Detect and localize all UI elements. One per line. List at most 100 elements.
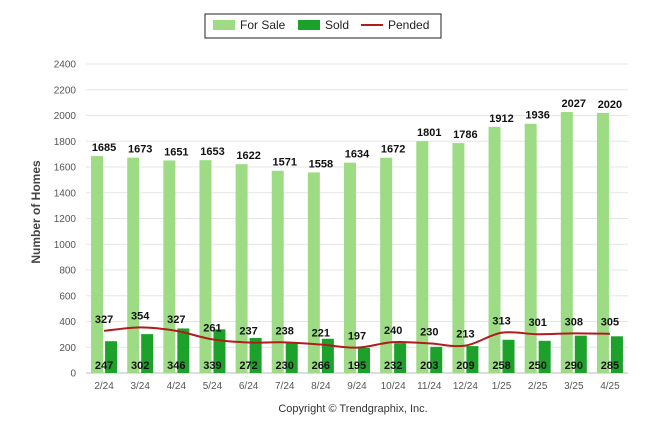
legend-label-sold: Sold — [325, 18, 349, 32]
data-label-sold: 195 — [348, 360, 366, 372]
x-tick-label: 10/24 — [381, 381, 406, 392]
bar-sold — [177, 328, 190, 373]
y-tick-label: 2200 — [54, 85, 77, 96]
data-label-for-sale: 1673 — [128, 144, 152, 156]
data-label-pended: 238 — [276, 325, 294, 337]
x-tick-label: 9/24 — [347, 381, 367, 392]
data-label-sold: 232 — [384, 360, 402, 372]
data-label-sold: 230 — [276, 360, 294, 372]
y-tick-label: 1600 — [54, 163, 77, 174]
bar-for-sale — [416, 141, 429, 373]
x-tick-label: 11/24 — [417, 381, 442, 392]
x-tick-labels: 2/24 3/24 4/24 5/24 6/24 7/24 8/24 9/24 10/24 11/… — [94, 381, 620, 392]
y-tick-label: 0 — [70, 369, 76, 380]
x-tick-label: 8/24 — [311, 381, 331, 392]
data-label-sold: 339 — [203, 360, 221, 372]
data-label-sold: 302 — [131, 360, 149, 372]
data-label-for-sale: 1912 — [489, 113, 513, 125]
bar-for-sale — [271, 170, 284, 373]
data-label-pended: 354 — [131, 310, 150, 322]
data-label-for-sale: 1685 — [92, 142, 116, 154]
pended-line — [103, 326, 610, 349]
bar-for-sale — [596, 112, 609, 374]
data-label-pended: 237 — [239, 325, 257, 337]
bar-for-sale — [199, 160, 212, 373]
data-label-pended: 308 — [565, 316, 583, 328]
bar-sold — [321, 338, 334, 373]
y-tick-label: 600 — [59, 291, 76, 302]
pended-series-line — [103, 326, 610, 349]
bar-sold — [538, 340, 551, 373]
data-label-pended: 327 — [95, 314, 113, 326]
data-label-for-sale: 1571 — [272, 157, 296, 169]
x-tick-label: 7/24 — [275, 381, 295, 392]
data-label-pended: 327 — [167, 314, 185, 326]
bar-sold — [394, 343, 407, 373]
copyright-text: Copyright © Trendgraphix, Inc. — [278, 403, 427, 415]
bar-for-sale — [163, 160, 176, 373]
data-label-pended: 305 — [601, 317, 619, 329]
legend: For Sale Sold Pended — [204, 13, 442, 39]
y-tick-label: 1400 — [54, 188, 77, 199]
bar-for-sale — [127, 157, 140, 373]
bar-for-sale — [488, 126, 501, 373]
data-label-pended: 221 — [312, 328, 330, 340]
data-label-for-sale: 1801 — [417, 127, 441, 139]
data-label-for-sale: 1558 — [309, 158, 333, 170]
x-tick-label: 6/24 — [239, 381, 259, 392]
x-tick-label: 2/25 — [528, 381, 548, 392]
legend-box — [204, 13, 442, 39]
data-label-pended: 230 — [420, 326, 438, 338]
bar-sold — [249, 337, 262, 373]
data-label-pended: 213 — [456, 329, 474, 341]
data-label-sold: 250 — [528, 360, 546, 372]
data-label-pended: 240 — [384, 325, 402, 337]
x-tick-label: 12/24 — [453, 381, 478, 392]
y-tick-label: 800 — [59, 266, 76, 277]
gridlines — [86, 63, 628, 374]
bar-for-sale — [235, 164, 248, 373]
data-label-pended: 261 — [203, 322, 221, 334]
bar-for-sale — [524, 123, 537, 374]
x-tick-label: 4/24 — [167, 381, 187, 392]
data-label-sold: 209 — [456, 360, 474, 372]
x-tick-label: 3/25 — [564, 381, 584, 392]
data-label-for-sale: 1672 — [381, 144, 405, 156]
legend-swatch-for-sale — [213, 20, 235, 30]
bars — [91, 112, 623, 374]
y-tick-label: 1800 — [54, 137, 77, 148]
y-tick-label: 1200 — [54, 214, 77, 225]
y-tick-label: 400 — [59, 317, 76, 328]
data-label-for-sale: 1622 — [236, 150, 260, 162]
data-label-pended: 301 — [528, 317, 546, 329]
data-label-for-sale: 1653 — [200, 146, 224, 158]
data-label-sold: 258 — [492, 360, 510, 372]
x-tick-label: 2/24 — [94, 381, 114, 392]
data-label-sold: 266 — [312, 360, 330, 372]
data-label-for-sale: 1936 — [525, 110, 549, 122]
x-tick-label: 5/24 — [203, 381, 223, 392]
x-tick-label: 1/25 — [492, 381, 512, 392]
legend-label-pended: Pended — [388, 18, 429, 32]
bar-sold — [358, 347, 370, 373]
bar-sold — [430, 346, 443, 373]
y-axis-title: Number of Homes — [29, 160, 43, 264]
data-label-sold: 272 — [239, 360, 257, 372]
x-tick-label: 4/25 — [600, 381, 620, 392]
data-label-for-sale: 1786 — [453, 129, 477, 141]
legend-label-for-sale: For Sale — [240, 18, 286, 32]
y-tick-label: 1000 — [54, 240, 77, 251]
bar-for-sale — [560, 112, 573, 374]
bar-for-sale — [307, 172, 320, 373]
bar-for-sale — [380, 157, 393, 373]
x-tick-label: 3/24 — [130, 381, 150, 392]
bar-sold — [502, 339, 515, 373]
data-label-sold: 247 — [95, 360, 113, 372]
bar-sold — [610, 336, 623, 373]
data-label-sold: 290 — [565, 360, 583, 372]
bar-sold — [141, 334, 154, 373]
y-tick-label: 200 — [59, 343, 76, 354]
data-label-pended: 197 — [348, 331, 366, 343]
bar-sold — [285, 343, 298, 373]
